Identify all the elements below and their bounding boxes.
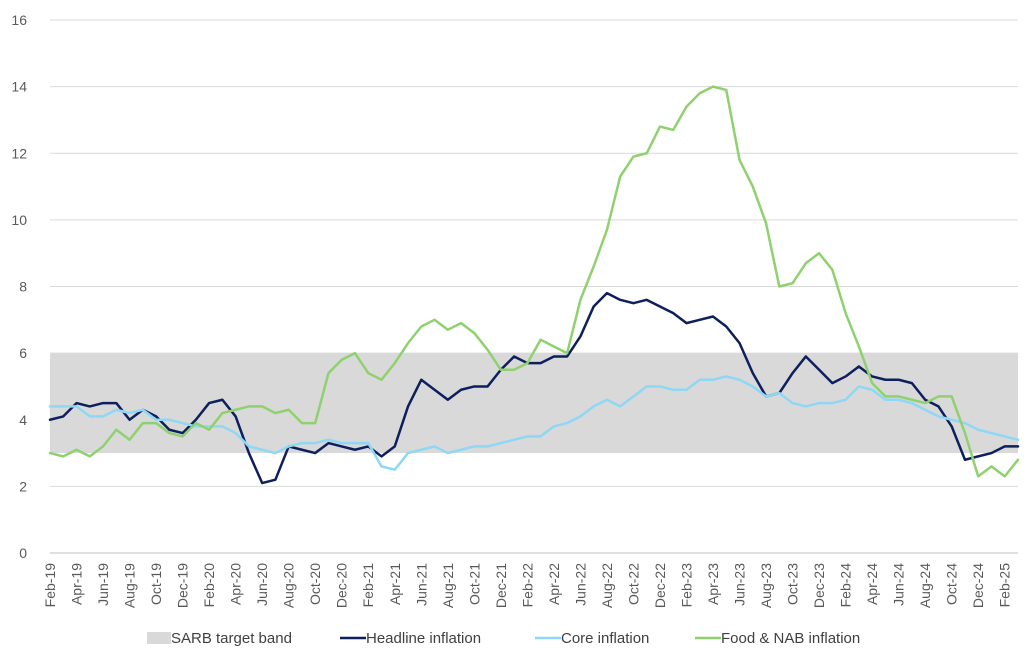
- x-tick-label: Feb-23: [678, 563, 694, 608]
- x-tick-label: Dec-22: [652, 563, 668, 608]
- x-tick-label: Feb-24: [838, 563, 854, 608]
- series-lines: [48, 85, 1020, 485]
- x-tick-label: Oct-23: [785, 563, 801, 605]
- y-tick-label: 8: [19, 279, 27, 295]
- legend-label-3: Food & NAB inflation: [721, 630, 860, 647]
- y-tick-label: 14: [11, 79, 27, 95]
- y-tick-label: 0: [19, 545, 27, 561]
- x-axis: Feb-19 Apr-19 Jun-19 Aug-19 Oct-19 Dec-19 Feb-…: [42, 563, 1013, 608]
- x-tick-label: Jun-20: [254, 563, 270, 606]
- x-tick-label: Aug-19: [122, 563, 138, 608]
- x-tick-label: Jun-19: [95, 563, 111, 606]
- y-tick-label: 2: [19, 478, 27, 494]
- x-tick-label: Dec-24: [970, 563, 986, 608]
- x-tick-label: Feb-22: [519, 563, 535, 608]
- x-tick-label: Aug-20: [281, 563, 297, 608]
- legend: SARB target band Headline inflation Core i…: [147, 630, 860, 647]
- sarb-target-band: [50, 353, 1018, 454]
- x-tick-label: Oct-20: [307, 563, 323, 605]
- y-tick-label: 4: [19, 412, 27, 428]
- y-axis: 0 2 4 6 8 10 12 14 16: [11, 12, 27, 561]
- x-tick-label: Dec-20: [334, 563, 350, 608]
- x-tick-label: Oct-19: [148, 563, 164, 605]
- x-tick-label: Dec-21: [493, 563, 509, 608]
- x-tick-label: Aug-21: [440, 563, 456, 608]
- x-tick-label: Feb-21: [360, 563, 376, 608]
- x-tick-label: Dec-19: [175, 563, 191, 608]
- y-tick-label: 16: [11, 12, 27, 28]
- x-tick-label: Jun-22: [572, 563, 588, 606]
- x-tick-label: Jun-23: [732, 563, 748, 606]
- x-tick-label: Feb-19: [42, 563, 58, 608]
- series-line-3: [48, 85, 1020, 478]
- x-tick-label: Jun-21: [413, 563, 429, 606]
- x-tick-label: Apr-24: [864, 563, 880, 605]
- x-tick-label: Apr-20: [228, 563, 244, 605]
- x-tick-label: Apr-22: [546, 563, 562, 605]
- legend-label-1: Headline inflation: [366, 630, 481, 647]
- x-tick-label: Apr-19: [69, 563, 85, 605]
- legend-label-0: SARB target band: [171, 630, 292, 647]
- x-tick-label: Aug-24: [917, 563, 933, 608]
- x-tick-label: Oct-22: [625, 563, 641, 605]
- y-tick-label: 6: [19, 345, 27, 361]
- y-tick-label: 12: [11, 145, 27, 161]
- legend-swatch-band: [147, 632, 171, 644]
- series-line-1: [48, 291, 1020, 485]
- x-tick-label: Aug-23: [758, 563, 774, 608]
- x-tick-label: Oct-21: [466, 563, 482, 605]
- legend-label-2: Core inflation: [561, 630, 649, 647]
- x-tick-label: Oct-24: [944, 563, 960, 605]
- x-tick-label: Dec-23: [811, 563, 827, 608]
- x-tick-label: Feb-25: [997, 563, 1013, 608]
- x-tick-label: Aug-22: [599, 563, 615, 608]
- x-tick-label: Feb-20: [201, 563, 217, 608]
- y-tick-label: 10: [11, 212, 27, 228]
- x-tick-label: Apr-23: [705, 563, 721, 605]
- x-tick-label: Jun-24: [891, 563, 907, 606]
- x-tick-label: Apr-21: [387, 563, 403, 605]
